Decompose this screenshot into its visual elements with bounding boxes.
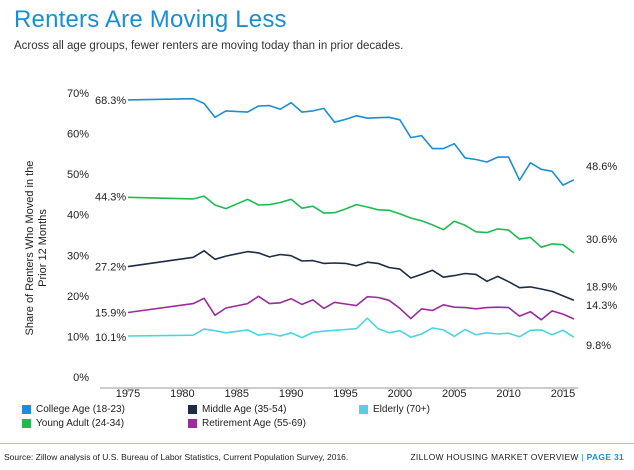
legend-item-elderly: Elderly (70+): [359, 404, 430, 415]
legend-item-young-adult: Young Adult (24-34): [22, 418, 124, 429]
legend-swatch: [359, 405, 368, 414]
series-line: [127, 97, 575, 186]
x-tick-label: 2015: [551, 388, 575, 400]
y-tick-label: 0%: [73, 372, 89, 384]
x-tick-label: 1980: [170, 388, 194, 400]
legend-swatch: [188, 405, 197, 414]
x-tick-label: 1975: [116, 388, 140, 400]
legend-item-middle-age: Middle Age (35-54): [188, 404, 287, 415]
legend-swatch: [188, 419, 197, 428]
series-line: [127, 317, 575, 339]
legend-item-retirement-age: Retirement Age (55-69): [188, 418, 306, 429]
start-value-label: 10.1%: [95, 332, 126, 344]
y-tick-label: 30%: [67, 250, 89, 262]
legend-label: Retirement Age (55-69): [202, 418, 306, 429]
x-tick-label: 2000: [388, 388, 412, 400]
end-value-label: 30.6%: [586, 234, 617, 246]
end-value-label: 14.3%: [586, 300, 617, 312]
end-value-label: 48.6%: [586, 161, 617, 173]
line-chart: 0% 10% 20% 30% 40% 50% 60% 70% 1975 1980 1985 1990 1…: [67, 88, 617, 400]
start-value-label: 15.9%: [95, 307, 126, 319]
start-value-label: 27.2%: [95, 262, 126, 274]
y-tick-label: 50%: [67, 169, 89, 181]
x-tick-label: 2010: [496, 388, 520, 400]
legend-swatch: [22, 419, 31, 428]
series-line: [127, 195, 575, 254]
legend-label: Middle Age (35-54): [202, 404, 287, 415]
y-tick-label: 20%: [67, 291, 89, 303]
y-tick-label: 40%: [67, 210, 89, 222]
end-value-label: 18.9%: [586, 281, 617, 293]
legend-label: College Age (18-23): [36, 404, 125, 415]
report-brand: ZILLOW HOUSING MARKET OVERVIEW | PAGE 31: [410, 452, 624, 462]
start-value-label: 68.3%: [95, 95, 126, 107]
legend-label: Elderly (70+): [373, 404, 430, 415]
start-value-label: 44.3%: [95, 191, 126, 203]
series-line: [127, 250, 575, 302]
y-tick-label: 60%: [67, 129, 89, 141]
page-title: Renters Are Moving Less: [14, 6, 287, 33]
y-tick-label: 70%: [67, 88, 89, 100]
source-note: Source: Zillow analysis of U.S. Bureau o…: [4, 452, 349, 462]
x-tick-label: 2005: [442, 388, 466, 400]
y-tick-label: 10%: [67, 331, 89, 343]
page-subtitle: Across all age groups, fewer renters are…: [14, 40, 404, 52]
x-tick-label: 1985: [225, 388, 249, 400]
series-line: [127, 295, 575, 321]
x-tick-label: 1990: [279, 388, 303, 400]
legend-swatch: [22, 405, 31, 414]
brand-separator: |: [581, 452, 584, 462]
report-name: ZILLOW HOUSING MARKET OVERVIEW: [410, 452, 579, 462]
end-value-label: 9.8%: [586, 340, 611, 352]
page-number: PAGE 31: [586, 452, 624, 462]
legend-item-college-age: College Age (18-23): [22, 404, 125, 415]
x-tick-label: 1995: [333, 388, 357, 400]
page-footer: Source: Zillow analysis of U.S. Bureau o…: [0, 443, 634, 470]
legend-label: Young Adult (24-34): [36, 418, 125, 429]
